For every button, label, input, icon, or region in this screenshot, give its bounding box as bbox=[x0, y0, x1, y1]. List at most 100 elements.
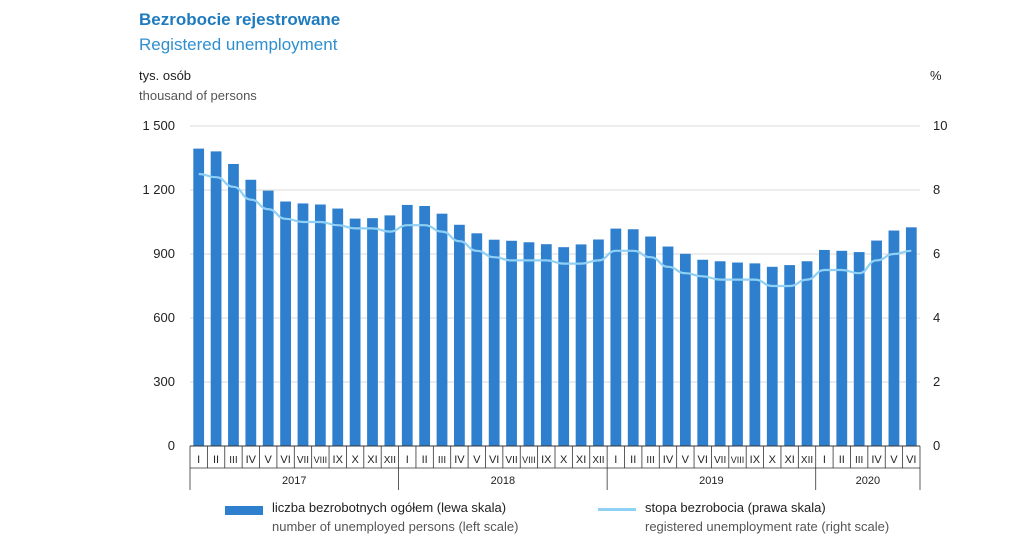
x-tick-label: V bbox=[473, 454, 481, 466]
x-tick-label: VI bbox=[906, 454, 916, 466]
legend-line-label-pl: stopa bezrobocia (prawa skala) bbox=[645, 500, 826, 515]
bar bbox=[506, 240, 517, 446]
x-tick-label: IV bbox=[246, 454, 257, 466]
x-tick-label: XII bbox=[384, 455, 396, 466]
bar bbox=[540, 244, 552, 446]
right-axis-unit: % bbox=[930, 68, 942, 83]
bar bbox=[314, 204, 326, 446]
x-tick-label: VII bbox=[714, 455, 726, 466]
bar bbox=[332, 208, 344, 446]
bar bbox=[610, 228, 622, 446]
bar bbox=[367, 218, 378, 446]
year-label: 2019 bbox=[699, 475, 723, 487]
bar bbox=[297, 203, 309, 446]
x-tick-label: IV bbox=[663, 454, 674, 466]
bar bbox=[245, 179, 257, 446]
y-tick-label-right: 0 bbox=[933, 438, 940, 453]
x-tick-label: II bbox=[213, 454, 219, 466]
x-tick-label: IV bbox=[871, 454, 882, 466]
bar bbox=[714, 261, 726, 446]
bar bbox=[436, 213, 448, 446]
bar bbox=[193, 148, 205, 446]
bar bbox=[349, 218, 361, 446]
y-tick-label-left: 300 bbox=[153, 374, 175, 389]
bar bbox=[819, 249, 830, 446]
x-tick-label: VIII bbox=[522, 455, 536, 465]
legend-line: stopa bezrobocia (prawa skala) registere… bbox=[645, 500, 889, 534]
x-tick-label: VII bbox=[505, 455, 517, 466]
year-label: 2018 bbox=[491, 475, 515, 487]
bar bbox=[871, 240, 882, 446]
x-tick-label: I bbox=[406, 454, 409, 466]
bar bbox=[905, 227, 917, 446]
bar bbox=[523, 242, 535, 446]
x-tick-label: I bbox=[614, 454, 617, 466]
bar bbox=[401, 204, 413, 446]
bar bbox=[801, 261, 813, 446]
x-tick-label: I bbox=[197, 454, 200, 466]
x-tick-label: I bbox=[823, 454, 826, 466]
bar bbox=[228, 163, 239, 446]
x-tick-label: X bbox=[560, 454, 568, 466]
x-tick-label: VI bbox=[698, 454, 708, 466]
legend-bar-swatch bbox=[225, 506, 263, 515]
bar bbox=[627, 229, 639, 446]
x-tick-label: VIII bbox=[314, 455, 328, 465]
y-tick-label-right: 8 bbox=[933, 182, 940, 197]
legend-bars-label-pl: liczba bezrobotnych ogółem (lewa skala) bbox=[272, 500, 507, 515]
x-tick-label: V bbox=[265, 454, 273, 466]
bar bbox=[280, 201, 291, 446]
x-tick-label: VI bbox=[489, 454, 499, 466]
bar bbox=[836, 250, 848, 446]
x-tick-label: VI bbox=[280, 454, 290, 466]
x-tick-label: II bbox=[839, 454, 845, 466]
bar bbox=[888, 230, 900, 446]
y-tick-label-right: 6 bbox=[933, 246, 940, 261]
bar bbox=[419, 206, 431, 446]
x-tick-label: V bbox=[682, 454, 690, 466]
x-tick-label: XII bbox=[801, 455, 813, 466]
bar bbox=[454, 224, 465, 446]
x-tick-label: XI bbox=[784, 454, 794, 466]
x-tick-label: II bbox=[422, 454, 428, 466]
chart-title: Bezrobocie rejestrowane bbox=[139, 10, 341, 29]
x-tick-label: II bbox=[630, 454, 636, 466]
legend-line-swatch bbox=[598, 508, 636, 511]
x-tick-label: III bbox=[229, 455, 237, 466]
y-tick-label-left: 600 bbox=[153, 310, 175, 325]
y-tick-label-right: 10 bbox=[933, 118, 947, 133]
year-label: 2020 bbox=[856, 475, 880, 487]
bar bbox=[262, 190, 274, 446]
bar bbox=[645, 236, 656, 446]
x-tick-label: III bbox=[438, 455, 446, 466]
x-tick-label: IX bbox=[750, 454, 761, 466]
y-tick-label-left: 1 200 bbox=[142, 182, 175, 197]
y-tick-label-right: 2 bbox=[933, 374, 940, 389]
left-axis-unit-en: thousand of persons bbox=[139, 88, 257, 103]
x-tick-label: VII bbox=[297, 455, 309, 466]
legend-bars: liczba bezrobotnych ogółem (lewa skala) … bbox=[272, 500, 518, 534]
rate-line bbox=[198, 172, 912, 288]
bar bbox=[662, 246, 674, 446]
x-tick-label: III bbox=[855, 455, 863, 466]
bar bbox=[749, 263, 761, 446]
y-tick-label-left: 0 bbox=[168, 438, 175, 453]
bar bbox=[732, 262, 743, 446]
bar bbox=[766, 266, 778, 446]
x-tick-label: X bbox=[351, 454, 359, 466]
year-label: 2017 bbox=[282, 475, 306, 487]
bar bbox=[575, 244, 587, 446]
x-tick-label: IX bbox=[541, 454, 552, 466]
x-tick-label: IV bbox=[454, 454, 465, 466]
left-axis-unit-pl: tys. osób bbox=[139, 68, 192, 83]
bar bbox=[471, 233, 483, 446]
x-tick-label: X bbox=[769, 454, 777, 466]
bar bbox=[558, 247, 570, 446]
bar bbox=[853, 252, 865, 446]
y-tick-label-left: 900 bbox=[153, 246, 175, 261]
x-tick-label: XI bbox=[367, 454, 377, 466]
bar bbox=[679, 253, 691, 446]
bar bbox=[210, 151, 222, 447]
legend-line-label-en: registered unemployment rate (right scal… bbox=[645, 519, 890, 534]
